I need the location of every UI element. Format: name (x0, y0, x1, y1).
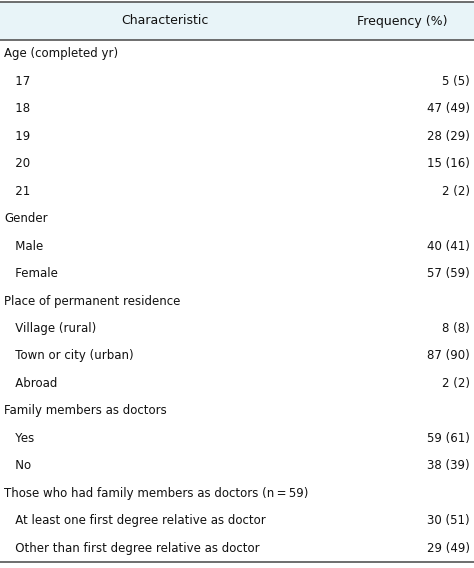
Text: 30 (51): 30 (51) (428, 514, 470, 527)
Text: 47 (49): 47 (49) (427, 102, 470, 115)
Text: 18: 18 (4, 102, 30, 115)
Text: 38 (39): 38 (39) (428, 460, 470, 473)
Text: 28 (29): 28 (29) (427, 130, 470, 143)
Text: Village (rural): Village (rural) (4, 322, 96, 335)
Text: At least one first degree relative as doctor: At least one first degree relative as do… (4, 514, 266, 527)
Text: No: No (4, 460, 31, 473)
Text: 59 (61): 59 (61) (427, 432, 470, 445)
Text: Family members as doctors: Family members as doctors (4, 404, 167, 417)
Text: Yes: Yes (4, 432, 34, 445)
Bar (0, 2, 474, 40)
Text: 8 (8): 8 (8) (442, 322, 470, 335)
Text: 17: 17 (4, 75, 30, 87)
Text: 5 (5): 5 (5) (442, 75, 470, 87)
Text: Those who had family members as doctors (n = 59): Those who had family members as doctors … (4, 487, 309, 500)
Text: 2 (2): 2 (2) (442, 377, 470, 390)
Text: 2 (2): 2 (2) (442, 185, 470, 198)
Text: Age (completed yr): Age (completed yr) (4, 47, 118, 60)
Text: Abroad: Abroad (4, 377, 57, 390)
Text: Female: Female (4, 267, 58, 280)
Text: Characteristic: Characteristic (121, 15, 209, 27)
Text: 87 (90): 87 (90) (427, 349, 470, 362)
Text: Frequency (%): Frequency (%) (357, 15, 447, 27)
Text: 29 (49): 29 (49) (427, 542, 470, 555)
Text: 21: 21 (4, 185, 30, 198)
Text: Gender: Gender (4, 212, 47, 225)
Text: 19: 19 (4, 130, 30, 143)
Text: 15 (16): 15 (16) (427, 157, 470, 170)
Text: Other than first degree relative as doctor: Other than first degree relative as doct… (4, 542, 260, 555)
Text: 20: 20 (4, 157, 30, 170)
Text: Place of permanent residence: Place of permanent residence (4, 294, 181, 307)
Text: 57 (59): 57 (59) (427, 267, 470, 280)
Text: Town or city (urban): Town or city (urban) (4, 349, 134, 362)
Text: Male: Male (4, 240, 43, 253)
Text: 40 (41): 40 (41) (427, 240, 470, 253)
